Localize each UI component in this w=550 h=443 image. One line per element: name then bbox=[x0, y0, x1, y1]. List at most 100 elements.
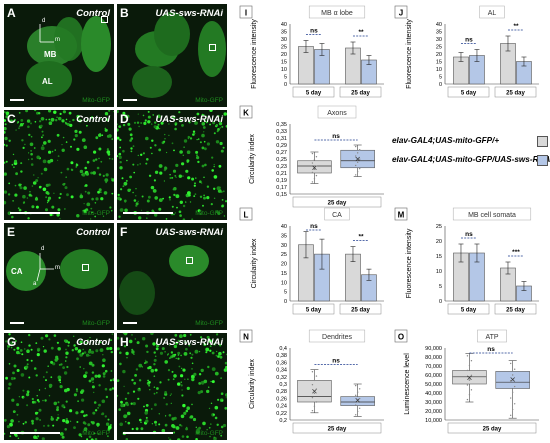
speckle-dot bbox=[28, 193, 32, 197]
speckle-dot bbox=[86, 120, 88, 123]
speckle-dot bbox=[167, 369, 171, 372]
speckle-dot bbox=[97, 190, 100, 194]
speckle-dot bbox=[206, 335, 210, 339]
y-tick-label: 0,34 bbox=[276, 368, 287, 374]
speckle-dot bbox=[24, 143, 26, 146]
speckle-dot bbox=[53, 192, 55, 194]
speckle-dot bbox=[127, 188, 131, 192]
panel-letter: N bbox=[243, 333, 249, 342]
speckle-dot bbox=[173, 213, 175, 216]
speckle-dot bbox=[182, 204, 186, 208]
y-tick-label: 0,3 bbox=[279, 382, 287, 388]
speckle-dot bbox=[154, 144, 157, 147]
speckle-dot bbox=[78, 433, 82, 437]
panel-label: E bbox=[7, 225, 16, 239]
speckle-dot bbox=[158, 413, 160, 415]
speckle-dot bbox=[211, 380, 215, 384]
speckle-dot bbox=[22, 201, 25, 204]
speckle-dot bbox=[76, 357, 79, 361]
speckle-dot bbox=[98, 403, 101, 407]
speckle-dot bbox=[80, 411, 83, 414]
group-label-box bbox=[447, 303, 490, 315]
speckle-dot bbox=[128, 339, 133, 344]
speckle-dot bbox=[210, 423, 212, 425]
speckle-dot bbox=[163, 397, 165, 399]
speckle-dot bbox=[28, 152, 30, 154]
speckle-dot bbox=[106, 347, 110, 351]
speckle-dot bbox=[86, 438, 89, 440]
speckle-dot bbox=[78, 119, 82, 123]
panel-label: B bbox=[120, 6, 129, 20]
speckle-dot bbox=[45, 196, 48, 199]
speckle-dot bbox=[213, 436, 215, 438]
speckle-dot bbox=[101, 399, 106, 404]
data-point bbox=[311, 152, 314, 155]
speckle-dot bbox=[222, 146, 225, 149]
speckle-dot bbox=[172, 169, 177, 173]
speckle-dot bbox=[16, 413, 19, 416]
speckle-dot bbox=[199, 180, 202, 183]
speckle-dot bbox=[85, 341, 89, 345]
y-tick-label: 25 bbox=[281, 252, 287, 258]
speckle-dot bbox=[152, 189, 157, 193]
speckle-dot bbox=[13, 118, 16, 121]
micrograph-f: F UAS-sws-RNAi Mito-GFP bbox=[117, 223, 227, 330]
mb-al-structure bbox=[26, 16, 111, 97]
speckle-dot bbox=[70, 145, 72, 148]
significance-label: ns bbox=[332, 133, 340, 140]
speckle-dot bbox=[209, 123, 211, 126]
speckle-dot bbox=[22, 194, 26, 199]
significance-label: ns bbox=[310, 28, 318, 35]
micrograph-c: C Control Mito-GFP bbox=[4, 110, 114, 220]
speckle-dot bbox=[158, 423, 161, 426]
speckle-dot bbox=[88, 361, 93, 366]
speckle-dot bbox=[144, 411, 148, 415]
speckle-dot bbox=[37, 177, 39, 179]
y-tick-label: 10 bbox=[436, 67, 442, 73]
y-tick-label: 0 bbox=[284, 82, 287, 88]
speckle-dot bbox=[171, 205, 174, 208]
speckle-dot bbox=[59, 112, 62, 115]
speckle-dot bbox=[118, 408, 121, 411]
speckle-dot bbox=[97, 374, 101, 378]
speckle-dot bbox=[73, 344, 76, 347]
speckle-dot bbox=[83, 351, 87, 354]
speckle-dot bbox=[18, 396, 21, 398]
speckle-dot bbox=[148, 174, 152, 177]
significance-label: ** bbox=[358, 29, 364, 36]
speckle-dot bbox=[45, 183, 49, 187]
speckle-dot bbox=[135, 368, 139, 371]
speckle-dot bbox=[87, 191, 91, 195]
speckle-dot bbox=[65, 356, 68, 359]
speckle-dot bbox=[7, 193, 11, 196]
speckle-dot bbox=[92, 411, 96, 415]
speckle-dot bbox=[206, 389, 210, 394]
speckle-dot bbox=[205, 121, 208, 124]
chart-title-box bbox=[452, 207, 532, 221]
group-label: 25 day bbox=[328, 201, 347, 207]
panel-letter: I bbox=[245, 9, 247, 18]
speckle-dot bbox=[104, 369, 108, 373]
data-point bbox=[315, 388, 318, 390]
speckle-dot bbox=[148, 195, 151, 199]
speckle-dot bbox=[50, 117, 55, 122]
y-axis-label: Fluorescence intensity bbox=[406, 19, 413, 89]
speckle-dot bbox=[89, 354, 91, 357]
speckle-dot bbox=[195, 150, 199, 154]
chart-panel-k: K Axons Circularity index 0,35 0,33 0,31 0,29 0… bbox=[239, 104, 390, 214]
speckle-dot bbox=[102, 354, 104, 356]
speckle-dot bbox=[181, 389, 183, 391]
speckle-dot bbox=[224, 406, 227, 410]
speckle-dot bbox=[146, 217, 148, 219]
speckle-dot bbox=[189, 416, 192, 419]
speckle-dot bbox=[97, 432, 100, 435]
y-tick-label: 50,000 bbox=[425, 382, 442, 388]
speckle-dot bbox=[47, 365, 49, 367]
speckle-dot bbox=[50, 417, 54, 421]
speckle-dot bbox=[150, 368, 155, 373]
speckle-dot bbox=[44, 399, 47, 402]
y-tick-label: 35 bbox=[281, 233, 287, 239]
y-tick-label: 30 bbox=[436, 37, 442, 43]
data-point bbox=[513, 403, 516, 405]
speckle-dot bbox=[164, 423, 168, 427]
